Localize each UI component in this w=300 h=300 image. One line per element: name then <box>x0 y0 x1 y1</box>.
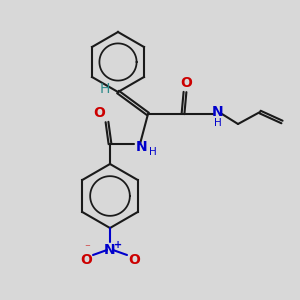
Text: N: N <box>136 140 148 154</box>
Text: O: O <box>93 106 105 120</box>
Text: +: + <box>114 240 122 250</box>
Text: O: O <box>128 253 140 267</box>
Text: H: H <box>214 118 222 128</box>
Text: O: O <box>80 253 92 267</box>
Text: N: N <box>104 243 116 257</box>
Text: ⁻: ⁻ <box>84 243 90 253</box>
Text: H: H <box>100 82 110 96</box>
Text: O: O <box>180 76 192 90</box>
Text: N: N <box>212 105 224 119</box>
Text: H: H <box>149 147 157 157</box>
